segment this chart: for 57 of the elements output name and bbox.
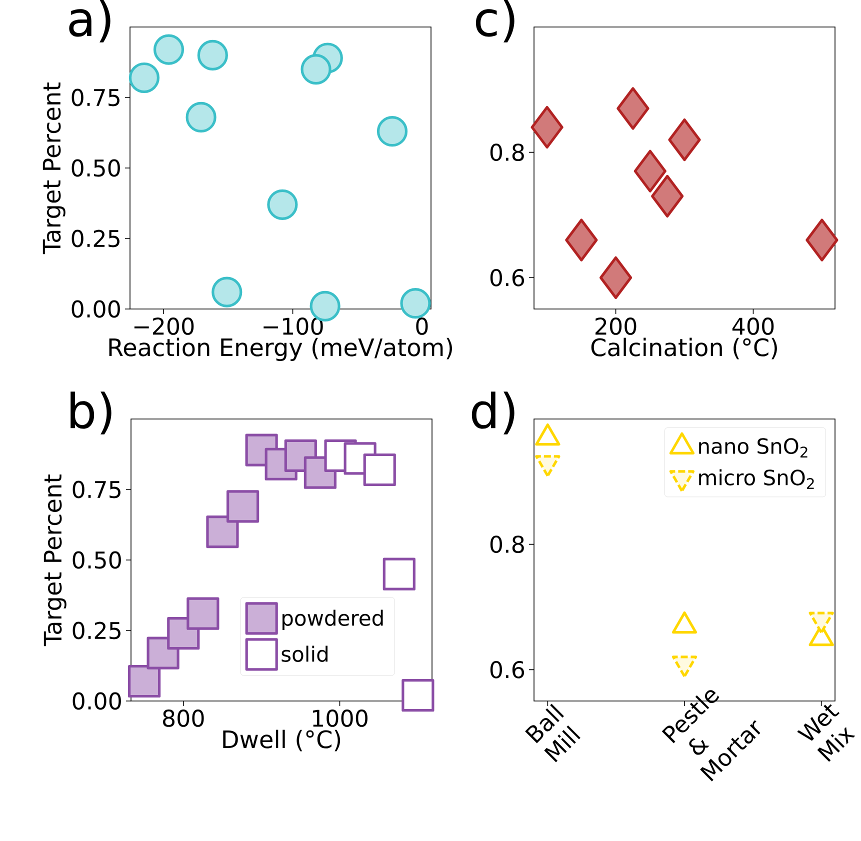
point	[400, 288, 431, 319]
point	[197, 40, 228, 70]
y-axis-title: Target Percent	[44, 474, 66, 646]
x-tick-label: 400	[732, 318, 774, 335]
y-tick-label: 0.75	[72, 480, 120, 498]
y-tick-label: 0.50	[72, 551, 121, 569]
y-tick-label: 0.6	[490, 660, 524, 678]
legend-label: micro SnO$_{2}$	[699, 469, 814, 489]
point	[128, 664, 161, 698]
point	[186, 102, 216, 133]
x-tick-label: −200	[134, 318, 194, 335]
point	[128, 62, 160, 94]
point	[806, 218, 838, 262]
point	[565, 218, 598, 262]
x-tick-label: 1000	[313, 710, 368, 727]
y-tick-label: 0.8	[490, 536, 524, 554]
legend-label: solid	[282, 646, 328, 662]
point	[267, 189, 298, 220]
x-tick-label: Wet Mix	[797, 704, 856, 762]
legend-label: nano SnO$_{2}$	[699, 438, 808, 458]
x-tick-label: −100	[264, 318, 323, 335]
x-axis-title: Dwell (°C)	[223, 730, 340, 752]
point	[616, 87, 650, 130]
point	[153, 34, 184, 65]
point	[376, 116, 408, 147]
y-tick-label: 0.8	[490, 144, 524, 162]
chart-title: c)	[476, 0, 514, 42]
x-tick-label: 0	[416, 318, 428, 335]
x-tick-label: 200	[596, 318, 636, 335]
point	[226, 490, 260, 523]
chart-title: a)	[69, 0, 110, 42]
point	[402, 679, 434, 712]
point	[206, 515, 239, 548]
y-tick-label: 0.00	[72, 692, 121, 710]
y-tick-label: 0.50	[72, 159, 120, 177]
point	[651, 174, 684, 218]
point	[186, 597, 220, 630]
point	[212, 276, 242, 308]
point	[599, 256, 632, 299]
y-tick-label: 0.25	[72, 230, 120, 248]
point	[382, 558, 416, 590]
x-tick-label: 800	[163, 710, 204, 727]
point	[530, 106, 564, 149]
legend-label: powdered	[282, 610, 383, 630]
y-tick-label: 0.25	[72, 622, 120, 640]
point	[300, 54, 332, 85]
point	[634, 150, 666, 192]
y-tick-label: 0.75	[72, 88, 120, 106]
y-tick-label: 0.6	[490, 268, 524, 286]
x-axis-title: Calcination (°C)	[591, 338, 777, 360]
y-axis-title: Target Percent	[42, 82, 66, 254]
chart-title: b)	[70, 392, 112, 434]
chart-title: d)	[472, 392, 514, 434]
point	[363, 453, 396, 486]
x-axis-title: Reaction Energy (meV/atom)	[109, 338, 452, 362]
point	[668, 118, 701, 162]
y-tick-label: 0.00	[72, 300, 120, 318]
